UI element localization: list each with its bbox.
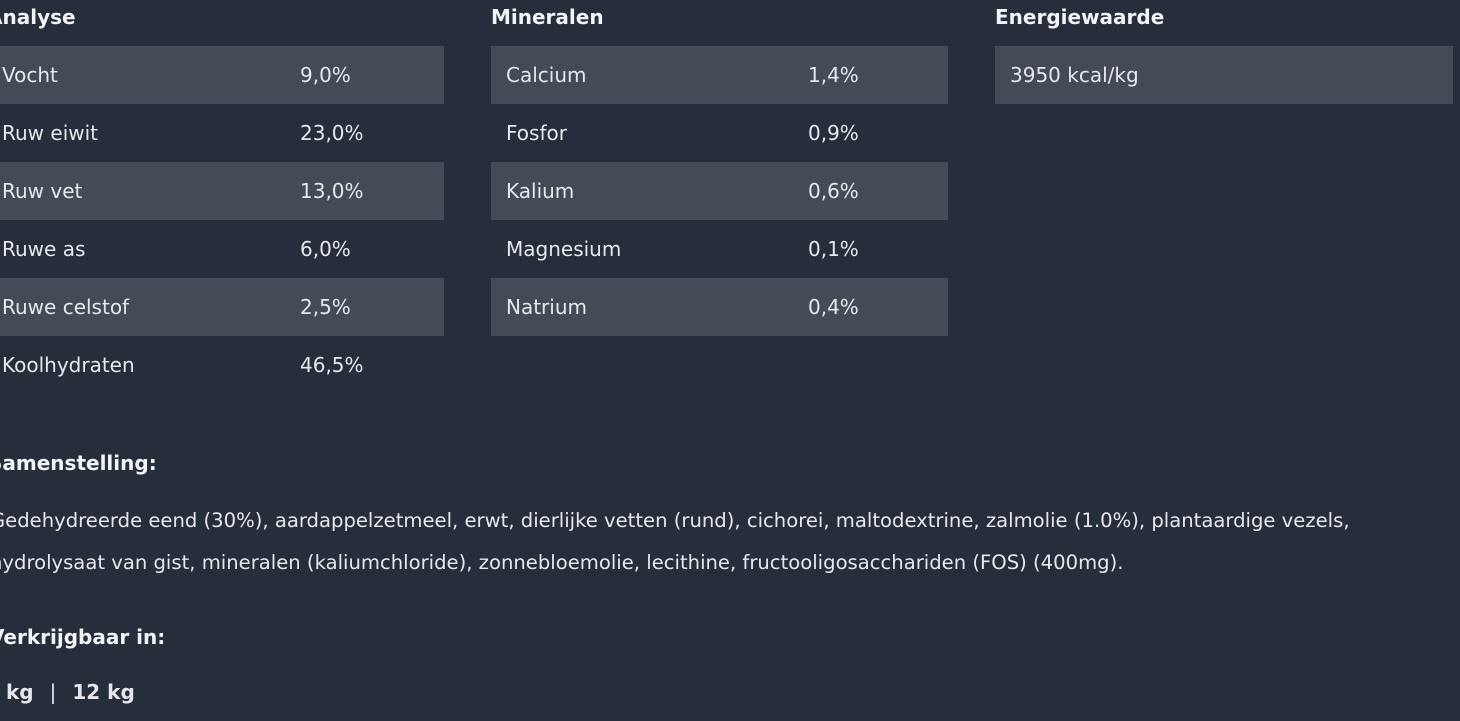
- row-label: Ruw vet: [2, 179, 83, 203]
- energie-value: 3950 kcal/kg: [1010, 63, 1139, 87]
- analyse-title: Analyse: [0, 5, 76, 29]
- table-row: Ruw vet 13,0%: [0, 162, 444, 220]
- row-label: Vocht: [2, 63, 58, 87]
- table-row: Vocht 9,0%: [0, 46, 444, 104]
- verkrijgbaar-title: Verkrijgbaar in:: [0, 625, 166, 649]
- table-row: Koolhydraten 46,5%: [0, 336, 444, 394]
- size: 12 kg: [72, 680, 135, 704]
- size: kg: [6, 680, 34, 704]
- table-row: Ruwe as 6,0%: [0, 220, 444, 278]
- row-value: 0,1%: [808, 237, 859, 261]
- energie-row: 3950 kcal/kg: [995, 46, 1453, 104]
- row-value: 13,0%: [300, 179, 364, 203]
- samenstelling-text: Gedehydreerde eend (30%), aardappelzetme…: [0, 509, 1350, 574]
- row-label: Fosfor: [506, 121, 567, 145]
- row-value: 1,4%: [808, 63, 859, 87]
- table-row: Calcium 1,4%: [491, 46, 948, 104]
- table-row: Ruw eiwit 23,0%: [0, 104, 444, 162]
- analyse-table: Vocht 9,0% Ruw eiwit 23,0% Ruw vet 13,0% Ruwe …: [0, 46, 444, 394]
- row-value: 46,5%: [300, 353, 364, 377]
- row-value: 9,0%: [300, 63, 351, 87]
- row-value: 23,0%: [300, 121, 364, 145]
- table-row: Kalium 0,6%: [491, 162, 948, 220]
- row-value: 2,5%: [300, 295, 351, 319]
- table-row: Magnesium 0,1%: [491, 220, 948, 278]
- table-row: Fosfor 0,9%: [491, 104, 948, 162]
- mineralen-table: Calcium 1,4% Fosfor 0,9% Kalium 0,6% Magnesium…: [491, 46, 948, 336]
- sizes: kg | 12 kg: [6, 680, 135, 704]
- row-value: 6,0%: [300, 237, 351, 261]
- row-value: 0,9%: [808, 121, 859, 145]
- row-label: Ruwe celstof: [2, 295, 130, 319]
- row-label: Magnesium: [506, 237, 622, 261]
- row-label: Calcium: [506, 63, 587, 87]
- mineralen-title: Mineralen: [491, 5, 604, 29]
- row-label: Kalium: [506, 179, 575, 203]
- row-label: Ruw eiwit: [2, 121, 99, 145]
- separator: |: [49, 680, 57, 704]
- energie-title: Energiewaarde: [995, 5, 1165, 29]
- row-label: Koolhydraten: [2, 353, 135, 377]
- row-label: Ruwe as: [2, 237, 86, 261]
- table-row: Ruwe celstof 2,5%: [0, 278, 444, 336]
- energie-table: 3950 kcal/kg: [995, 46, 1453, 104]
- samenstelling-title: Samenstelling:: [0, 451, 157, 475]
- row-value: 0,4%: [808, 295, 859, 319]
- row-label: Natrium: [506, 295, 587, 319]
- table-row: Natrium 0,4%: [491, 278, 948, 336]
- row-value: 0,6%: [808, 179, 859, 203]
